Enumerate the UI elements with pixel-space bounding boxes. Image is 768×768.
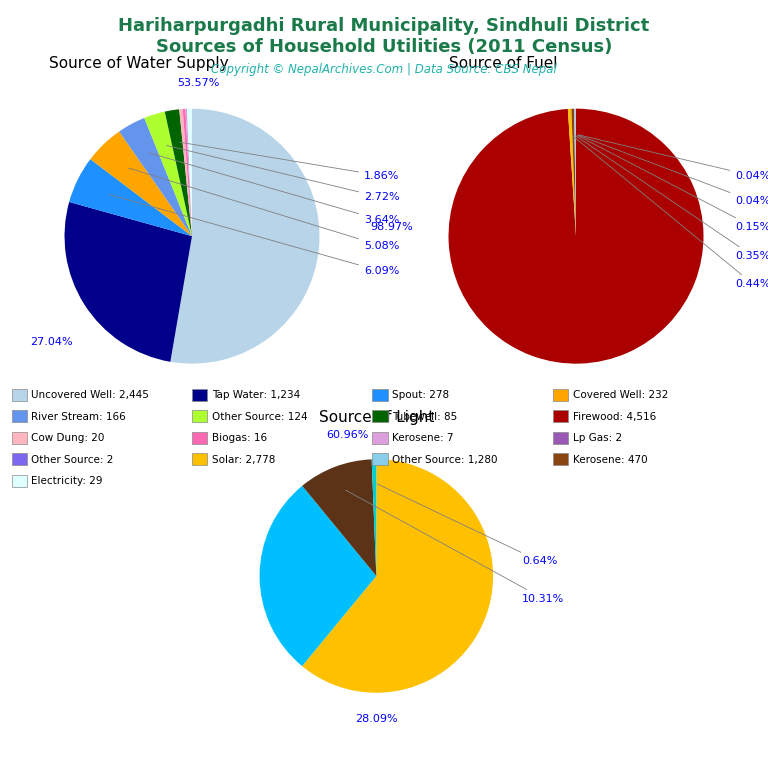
Text: 53.57%: 53.57%	[177, 78, 220, 88]
Wedge shape	[144, 111, 192, 237]
Wedge shape	[187, 109, 192, 237]
Text: Other Source: 2: Other Source: 2	[31, 455, 114, 465]
Wedge shape	[119, 118, 192, 237]
Text: Firewood: 4,516: Firewood: 4,516	[573, 412, 656, 422]
Text: 0.04%: 0.04%	[578, 135, 768, 180]
Text: 98.97%: 98.97%	[370, 222, 413, 232]
Text: Other Source: 124: Other Source: 124	[212, 412, 308, 422]
Text: Kerosene: 470: Kerosene: 470	[573, 455, 647, 465]
Text: 10.31%: 10.31%	[346, 490, 564, 604]
Text: Lp Gas: 2: Lp Gas: 2	[573, 433, 622, 443]
Text: Cow Dung: 20: Cow Dung: 20	[31, 433, 105, 443]
Text: Uncovered Well: 2,445: Uncovered Well: 2,445	[31, 390, 149, 400]
Text: 0.15%: 0.15%	[578, 135, 768, 232]
Wedge shape	[65, 202, 192, 362]
Wedge shape	[170, 109, 319, 363]
Text: Tubewell: 85: Tubewell: 85	[392, 412, 458, 422]
Wedge shape	[69, 159, 192, 237]
Wedge shape	[260, 486, 376, 666]
Wedge shape	[179, 109, 192, 237]
Text: 0.04%: 0.04%	[578, 135, 768, 207]
Text: Kerosene: 7: Kerosene: 7	[392, 433, 454, 443]
Wedge shape	[165, 109, 192, 237]
Text: 0.35%: 0.35%	[576, 136, 768, 261]
Text: 60.96%: 60.96%	[326, 430, 369, 440]
Text: 0.44%: 0.44%	[573, 136, 768, 290]
Text: 6.09%: 6.09%	[109, 194, 399, 276]
Text: Solar: 2,778: Solar: 2,778	[212, 455, 276, 465]
Text: Covered Well: 232: Covered Well: 232	[573, 390, 668, 400]
Wedge shape	[449, 109, 703, 363]
Wedge shape	[574, 109, 576, 237]
Wedge shape	[568, 109, 576, 237]
Wedge shape	[185, 109, 192, 237]
Wedge shape	[302, 459, 376, 576]
Text: 5.08%: 5.08%	[128, 168, 399, 251]
Wedge shape	[302, 459, 493, 693]
Text: 27.04%: 27.04%	[31, 336, 73, 346]
Text: Sources of Household Utilities (2011 Census): Sources of Household Utilities (2011 Cen…	[156, 38, 612, 56]
Text: 28.09%: 28.09%	[355, 714, 398, 724]
Text: River Stream: 166: River Stream: 166	[31, 412, 126, 422]
Text: Hariharpurgadhi Rural Municipality, Sindhuli District: Hariharpurgadhi Rural Municipality, Sind…	[118, 17, 650, 35]
Text: Biogas: 16: Biogas: 16	[212, 433, 267, 443]
Text: Source of Water Supply: Source of Water Supply	[48, 57, 228, 71]
Title: Source of Light: Source of Light	[319, 410, 434, 425]
Text: Tap Water: 1,234: Tap Water: 1,234	[212, 390, 300, 400]
Text: 3.64%: 3.64%	[149, 153, 399, 226]
Wedge shape	[183, 109, 192, 237]
Text: Electricity: 29: Electricity: 29	[31, 476, 103, 486]
Text: Copyright © NepalArchives.Com | Data Source: CBS Nepal: Copyright © NepalArchives.Com | Data Sou…	[211, 63, 557, 76]
Text: Other Source: 1,280: Other Source: 1,280	[392, 455, 498, 465]
Wedge shape	[187, 109, 192, 237]
Text: 0.64%: 0.64%	[377, 484, 558, 566]
Wedge shape	[571, 109, 576, 237]
Text: 1.86%: 1.86%	[180, 142, 399, 180]
Text: 2.72%: 2.72%	[167, 145, 399, 203]
Text: Spout: 278: Spout: 278	[392, 390, 449, 400]
Wedge shape	[91, 131, 192, 237]
Wedge shape	[372, 459, 376, 576]
Text: Source of Fuel: Source of Fuel	[449, 57, 557, 71]
